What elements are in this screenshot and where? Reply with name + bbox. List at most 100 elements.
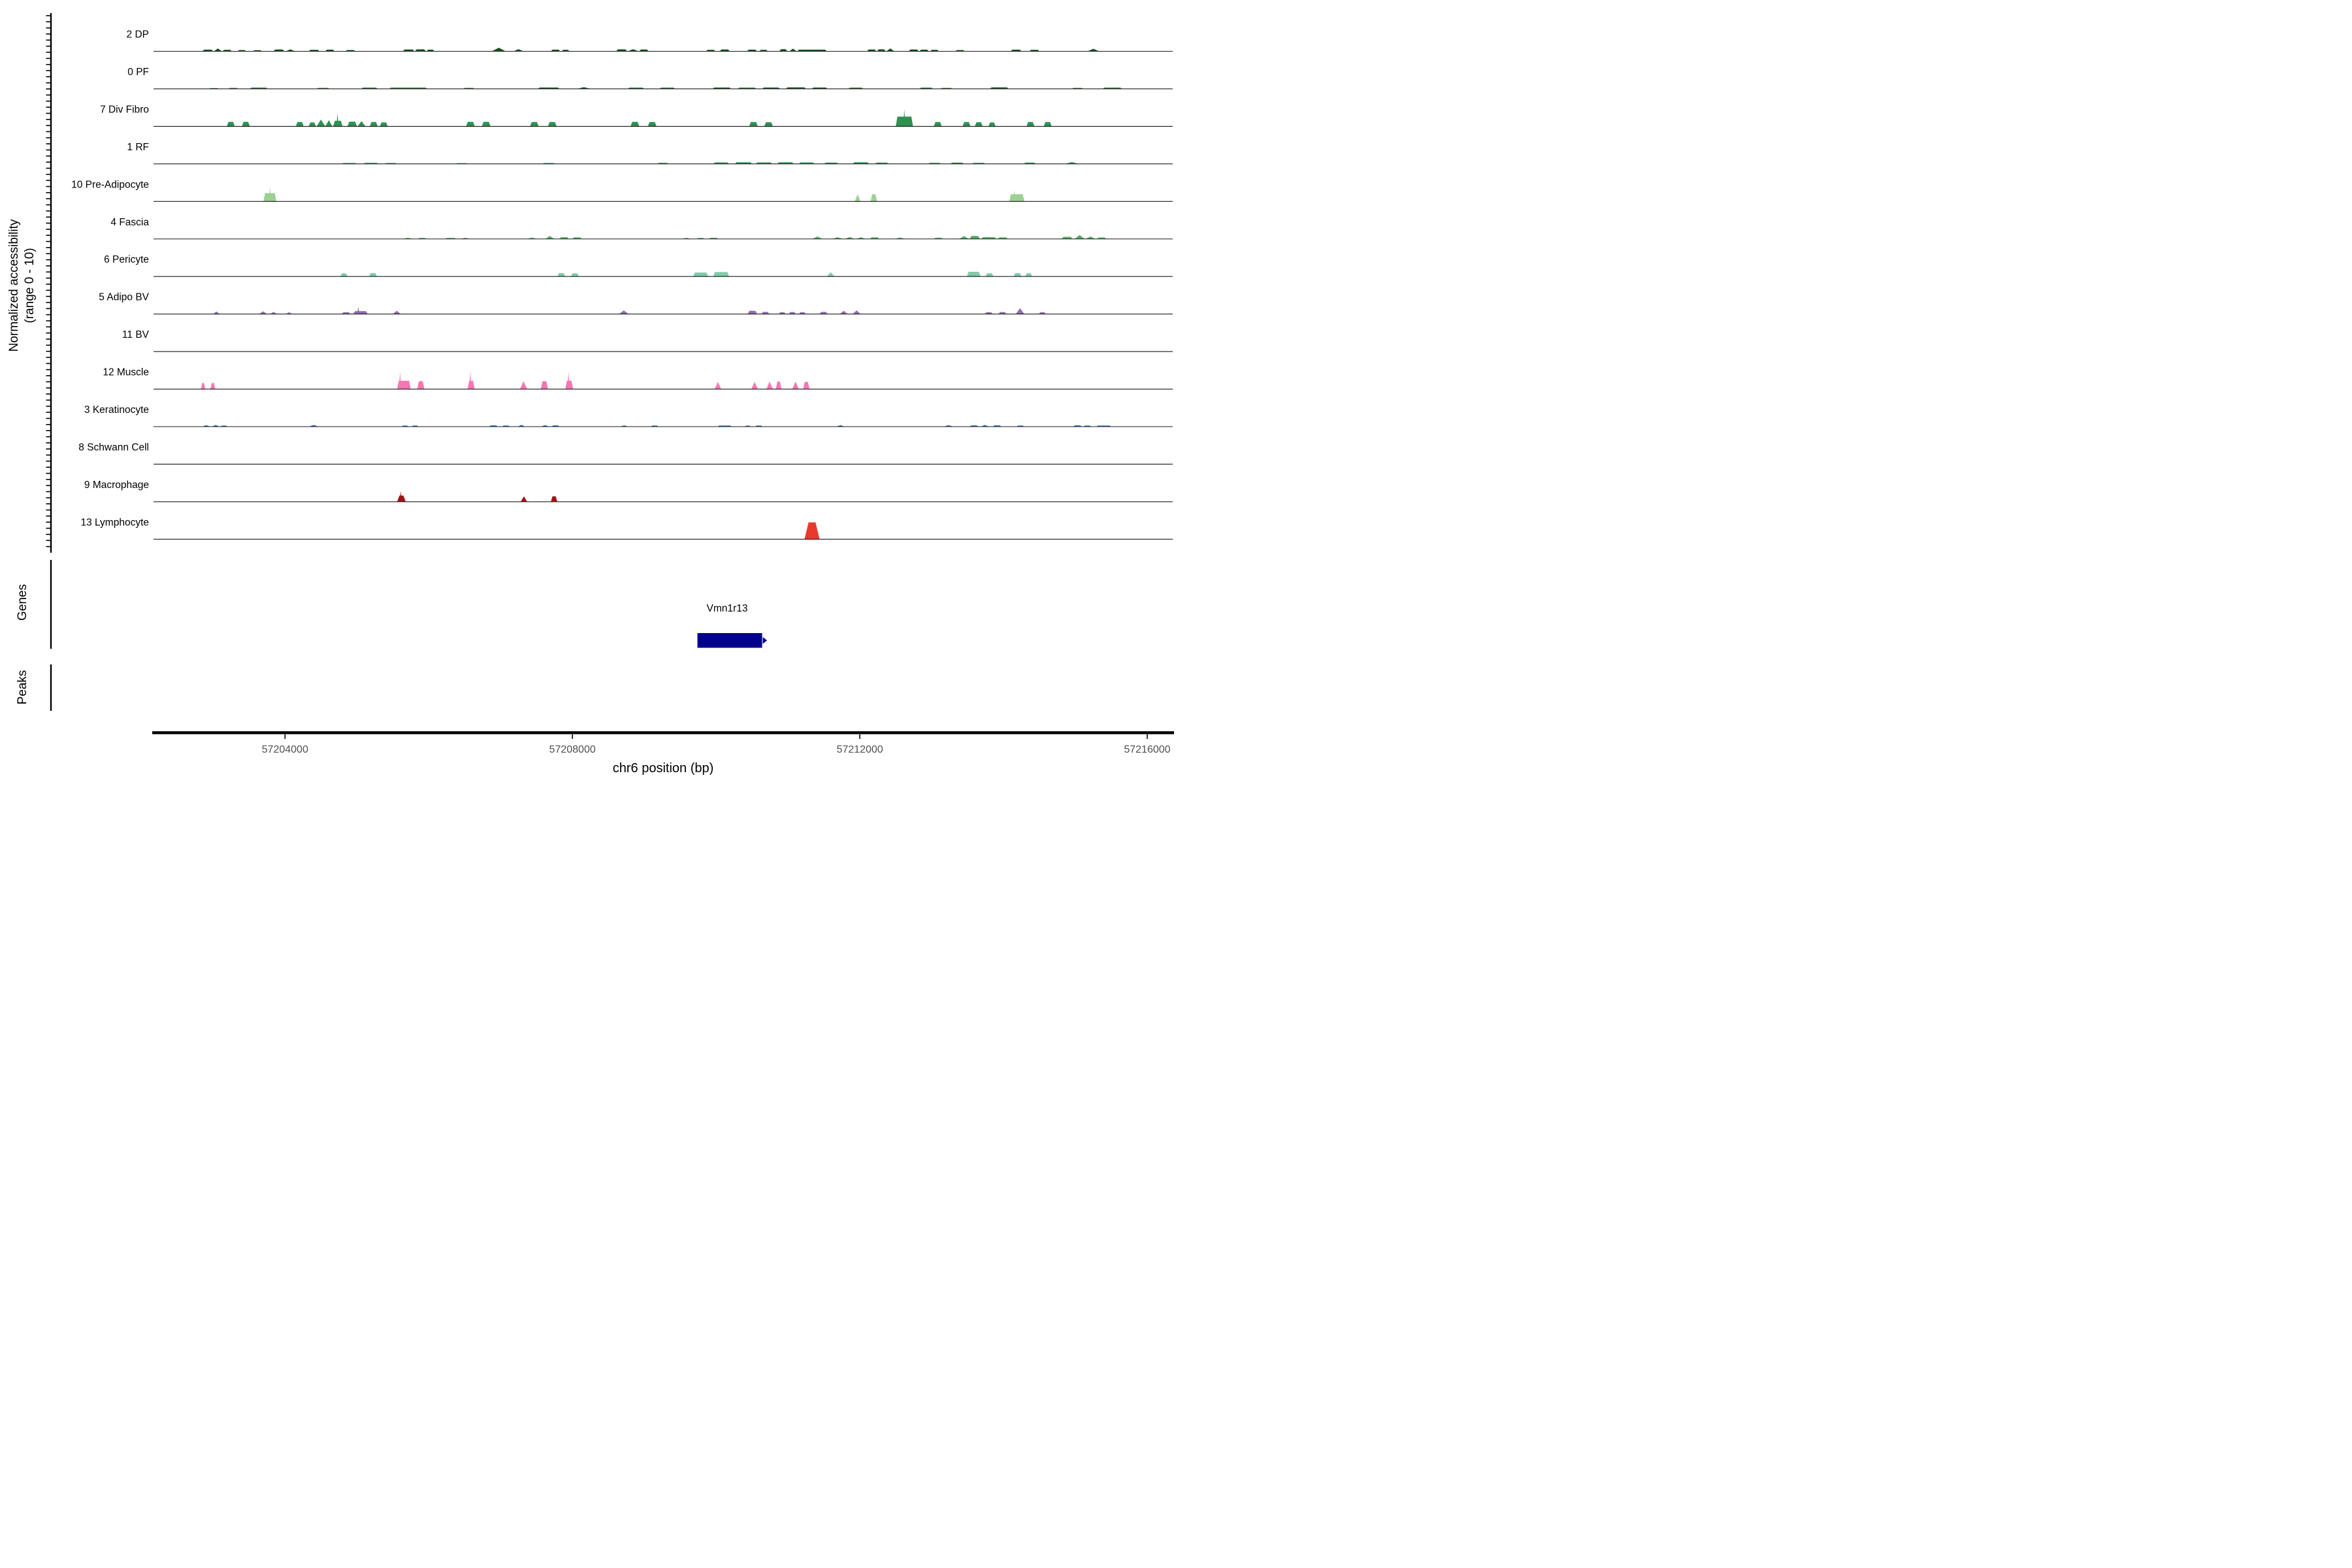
track-label: 10 Pre-Adipocyte (71, 179, 149, 190)
track-12-muscle: 12 Muscle (103, 367, 1173, 390)
signal-peak (803, 382, 810, 389)
signal-peak (985, 312, 993, 314)
peaks-section-label: Peaks (16, 670, 29, 705)
track-5-adipo-bv: 5 Adipo BV (99, 292, 1173, 315)
signal-peak (853, 162, 870, 164)
signal-peak (308, 425, 319, 427)
signal-peak (316, 119, 325, 127)
signal-peak (551, 496, 558, 502)
signal-peak (1011, 50, 1022, 52)
signal-peak (778, 312, 786, 314)
signal-peak (559, 237, 569, 239)
signal-peak (934, 122, 942, 127)
signal-peak (557, 272, 566, 277)
signal-peak (342, 312, 351, 314)
atac-coverage-figure: Normalized accessibility (range 0 - 10) … (0, 0, 1176, 784)
signal-peak (792, 382, 799, 389)
signal-peak (286, 312, 293, 314)
signal-peak (201, 383, 206, 389)
signal-peak (870, 194, 877, 202)
track-10-pre-adipocyte: 10 Pre-Adipocyte (71, 179, 1173, 202)
signal-peak (540, 381, 548, 389)
signal-peak (647, 122, 657, 127)
signal-spike (1013, 189, 1016, 202)
signal-spike (336, 113, 339, 127)
signal-peak (832, 237, 843, 239)
signal-peak (570, 273, 580, 277)
x-axis-tick-label: 57216000 (1124, 744, 1170, 755)
signal-peak (779, 49, 787, 52)
signal-peak (417, 381, 425, 389)
track-label: 3 Keratinocyte (84, 404, 149, 416)
signal-peak (975, 122, 983, 127)
track-label: 0 PF (127, 67, 149, 78)
track-3-keratinocyte: 3 Keratinocyte (84, 404, 1173, 427)
signal-peak (981, 237, 997, 239)
signal-peak (761, 312, 770, 314)
signal-peak (1087, 48, 1100, 52)
signal-peak (764, 122, 773, 127)
gene-body (697, 633, 762, 648)
x-axis-tick-label: 57204000 (262, 744, 308, 755)
signal-spike (469, 371, 472, 389)
signal-spike (903, 109, 906, 127)
signal-peak (295, 122, 304, 127)
track-label: 5 Adipo BV (99, 292, 149, 303)
signal-peak (393, 310, 401, 314)
signal-peak (853, 310, 861, 314)
signal-peak (1015, 308, 1024, 314)
x-axis-title: chr6 position (bp) (613, 761, 714, 776)
signal-peak (777, 162, 794, 164)
signal-peak (340, 273, 348, 277)
track-0-pf: 0 PF (127, 67, 1173, 90)
signal-peak (242, 122, 250, 127)
signal-peak (714, 382, 721, 389)
signal-peak (789, 312, 796, 314)
signal-peak (749, 122, 758, 127)
signal-spike (567, 371, 570, 389)
signal-peak (985, 273, 994, 277)
signal-peak (1043, 122, 1052, 127)
signal-peak (766, 382, 773, 389)
signal-peak (844, 237, 855, 239)
signal-peak (212, 425, 220, 427)
signal-peak (908, 49, 919, 52)
track-2-dp: 2 DP (127, 29, 1173, 52)
signal-peak (415, 49, 426, 52)
signal-peak (734, 162, 753, 164)
track-4-fascia: 4 Fascia (110, 217, 1173, 240)
signal-peak (867, 49, 877, 52)
gene-strand-arrow (762, 637, 767, 644)
signal-peak (998, 237, 1008, 239)
signal-peak (840, 310, 848, 314)
signal-peak (551, 50, 561, 52)
signal-peak (1085, 236, 1096, 239)
signal-peak (980, 425, 990, 427)
signal-peak (1026, 122, 1035, 127)
signal-peak (855, 194, 861, 202)
signal-peak (286, 49, 295, 52)
signal-peak (347, 122, 357, 127)
signal-peak (789, 48, 797, 52)
signal-spike (269, 186, 271, 202)
track-label: 13 Lymphocyte (80, 517, 149, 528)
track-label: 9 Macrophage (84, 480, 149, 491)
track-label: 7 Div Fibro (100, 104, 149, 115)
signal-peak (520, 496, 527, 502)
signal-peak (325, 50, 335, 52)
signal-peak (877, 49, 886, 52)
signal-peak (482, 122, 491, 127)
signal-peak (466, 122, 475, 127)
signal-peak (1025, 273, 1032, 277)
signal-spike (357, 306, 360, 314)
signal-peak (719, 49, 730, 52)
signal-peak (988, 122, 996, 127)
signal-peak (530, 122, 539, 127)
signal-peak (214, 48, 222, 52)
track-label: 6 Pericyte (104, 254, 149, 265)
genes-section-label: Genes (16, 584, 29, 621)
signal-peak (353, 311, 368, 314)
signal-peak (693, 272, 709, 277)
track-label: 1 RF (127, 142, 149, 153)
signal-peak (630, 122, 640, 127)
